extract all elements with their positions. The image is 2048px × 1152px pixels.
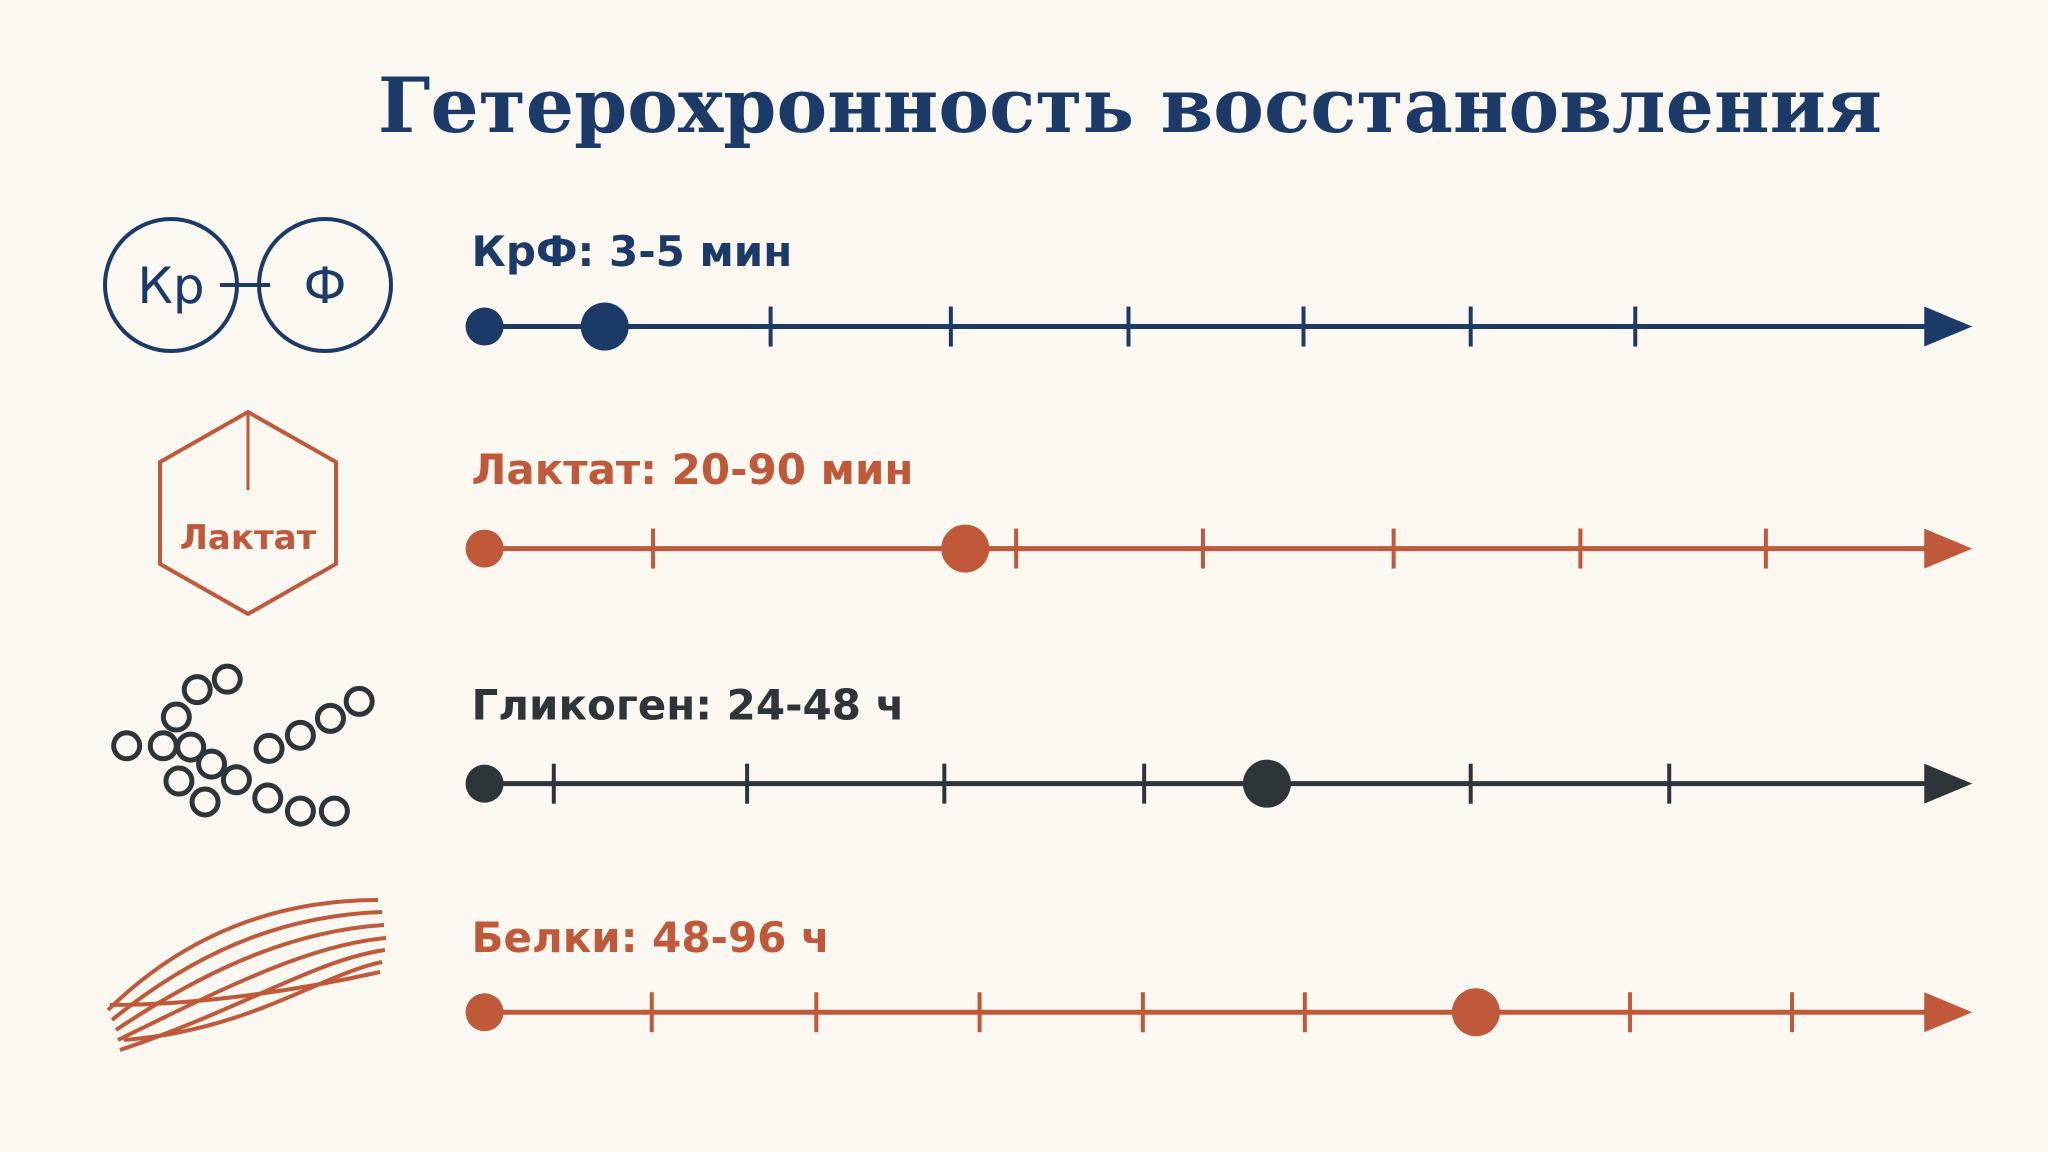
timeline-arrow [1924,528,1973,569]
glycogen-icon [111,663,375,827]
glycogen-bead [160,701,192,733]
glycogen-bead [284,795,316,827]
lactate-icon [158,409,338,617]
glycogen-bead [189,786,221,818]
glycogen-bead [252,782,284,814]
timelines: КрФ: 3-5 мин Лактат: 20-90 мин Гликоген: 2… [465,227,1973,1037]
recovery-dot [941,524,990,573]
icon-text: Ф [303,257,346,315]
row-label: Лактат: 20-90 мин [472,445,914,494]
crp-icon [103,217,393,353]
row-label: КрФ: 3-5 мин [472,227,793,276]
recovery-dot [580,302,629,351]
start-dot [465,764,504,803]
glycogen-bead [343,685,375,717]
glycogen-bead [253,732,285,764]
icon-text: Лактат [180,518,317,558]
glycogen-bead [211,663,243,695]
row-label: Гликоген: 24-48 ч [472,680,905,729]
icon-text: Кр [137,257,204,315]
glycogen-bead [220,764,252,796]
start-dot [465,993,504,1032]
glycogen-bead [175,731,207,763]
row-label: Белки: 48-96 ч [472,913,830,962]
recovery-dot [1451,988,1500,1037]
glycogen-bead [196,748,228,780]
glycogen-bead [318,795,350,827]
timeline-arrow [1924,763,1973,804]
start-dot [465,307,504,346]
start-dot [465,529,504,568]
icons: Кр Ф Лактат [103,217,393,1052]
timeline-arrow [1924,992,1973,1033]
title: Гетерохронность восстановления [378,61,1882,150]
glycogen-bead [284,719,316,751]
protein-icon [106,898,387,1052]
recovery-dot [1242,759,1291,808]
glycogen-bead [314,702,346,734]
glycogen-bead [163,765,195,797]
timeline-arrow [1924,306,1973,347]
glycogen-bead [111,730,143,762]
glycogen-bead [181,674,213,706]
